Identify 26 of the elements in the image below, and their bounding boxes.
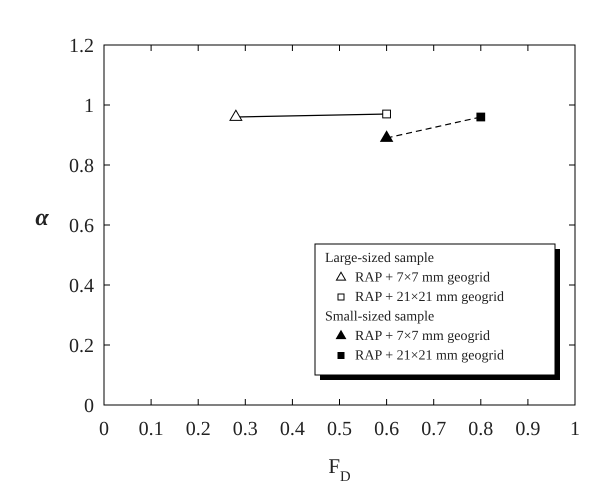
y-tick-label: 0.6 <box>69 215 94 237</box>
y-tick-label: 0.8 <box>69 155 94 177</box>
annotation: Large-sized sample <box>325 251 434 266</box>
y-axis-title: α <box>35 205 50 231</box>
y-tick-label: 1 <box>84 95 94 117</box>
x-tick-label: 0.9 <box>515 418 540 440</box>
legend-label: RAP + 7×7 mm geogrid <box>355 329 490 344</box>
x-tick-label: 0.1 <box>138 418 164 440</box>
x-tick-label: 0.6 <box>374 418 400 440</box>
x-axis-title: F$_{D}$ <box>328 454 352 484</box>
x-tick-label: 0.4 <box>280 418 305 440</box>
legend-label: RAP + 7×7 mm geogrid <box>355 270 490 286</box>
x-tick-label: 0.7 <box>421 418 446 440</box>
x-tick-label: 0.3 <box>232 418 258 440</box>
y-tick-label: 1.2 <box>69 35 94 57</box>
x-tick-label: 0.5 <box>327 418 352 440</box>
y-tick-label: 0.2 <box>69 335 94 357</box>
legend-label: RAP + 21×21 mm geogrid <box>355 290 504 305</box>
x-tick-label: 1 <box>570 418 580 440</box>
x-tick-label: 0.2 <box>186 418 211 440</box>
y-tick-label: 0 <box>84 395 94 417</box>
y-tick-label: 0.4 <box>69 275 94 297</box>
x-tick-label: 0 <box>99 418 109 440</box>
x-tick-label: 0.8 <box>468 418 494 440</box>
annotation: Small-sized sample <box>325 310 434 324</box>
legend-label: RAP + 21×21 mm geogrid <box>355 348 504 364</box>
